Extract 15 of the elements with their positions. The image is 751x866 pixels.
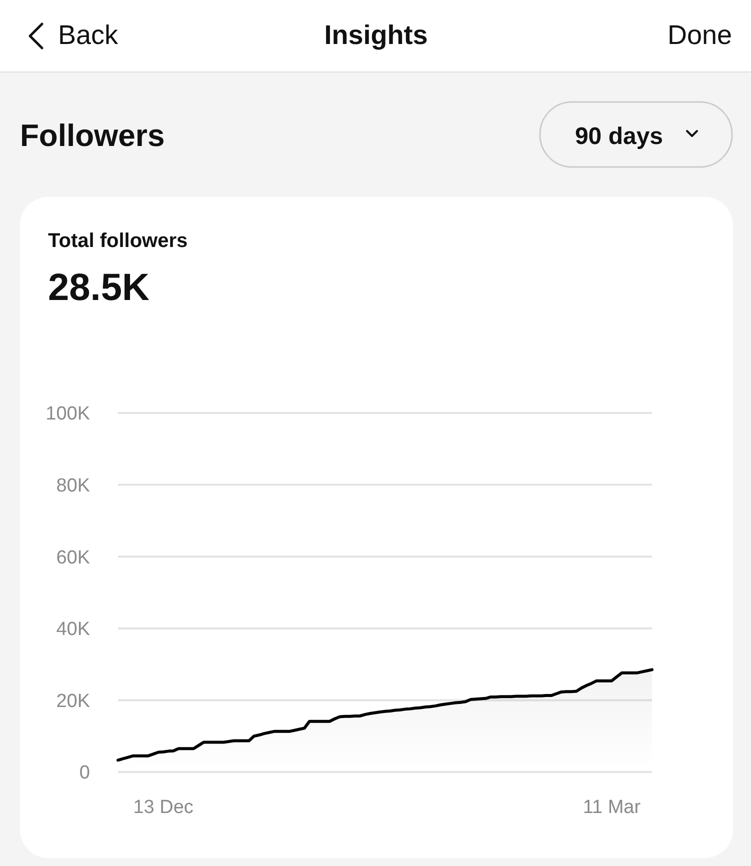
text: Insights: [324, 20, 428, 50]
text: Followers: [20, 118, 165, 153]
y-tick-label: 20K: [56, 690, 90, 712]
y-tick-label: 40K: [56, 619, 90, 640]
text: 90 days: [574, 123, 664, 150]
chart-title: Total followers: [48, 230, 188, 252]
text: Back: [58, 20, 119, 50]
text: Done: [667, 20, 732, 50]
y-tick-label: 60K: [56, 547, 90, 568]
y-tick-label: 80K: [56, 475, 90, 496]
chart-subtitle: 28.5K: [48, 267, 150, 309]
x-tick-label: 13 Dec: [133, 797, 194, 818]
y-tick-label: 0: [79, 762, 90, 784]
y-tick-label: 100K: [46, 404, 90, 425]
x-tick-label: 11 Mar: [582, 797, 642, 818]
